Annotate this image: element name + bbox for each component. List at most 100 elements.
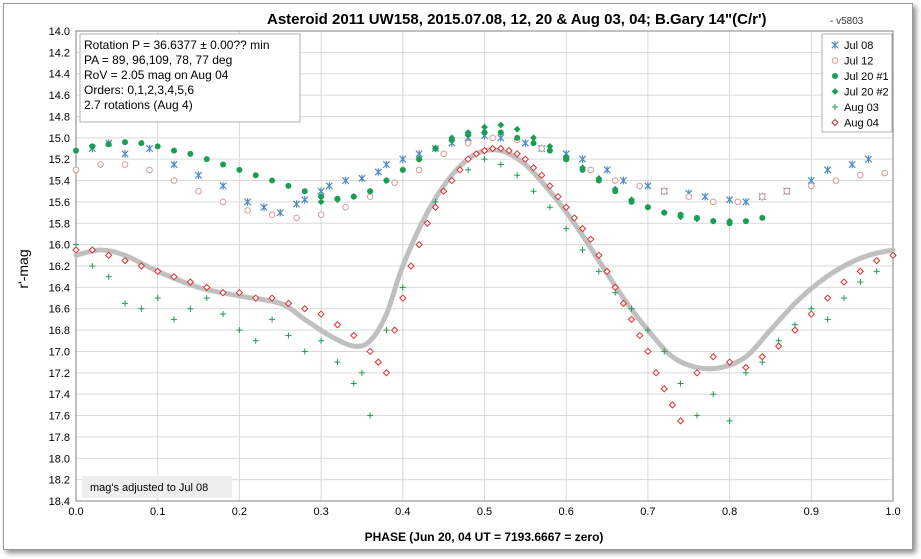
data-point [431, 203, 440, 211]
data-point [170, 272, 178, 281]
data-point [758, 193, 766, 200]
data-point [824, 166, 832, 174]
x-tick-label: 0.0 [68, 506, 83, 518]
y-tick-label: 14.2 [49, 47, 70, 59]
data-point [399, 294, 407, 302]
data-point [677, 213, 684, 221]
x-tick-label: 0.6 [559, 506, 574, 518]
data-point [187, 305, 194, 312]
data-point [856, 267, 865, 276]
data-point [382, 369, 391, 377]
data-point [742, 363, 750, 372]
data-point [489, 134, 496, 142]
series-jul-20-1 [73, 129, 766, 227]
info-box-frame [79, 33, 301, 123]
data-point [235, 288, 244, 297]
data-point [578, 224, 587, 233]
legend-frame [821, 33, 893, 133]
data-point [709, 217, 717, 225]
data-point [301, 305, 309, 313]
data-point [823, 294, 832, 302]
data-point [530, 134, 537, 142]
data-point [105, 273, 112, 280]
data-point [464, 139, 472, 147]
data-point [399, 155, 407, 163]
x-tick-label: 1.0 [885, 506, 900, 518]
y-tick-label: 17.0 [49, 346, 70, 358]
data-point [701, 192, 709, 201]
data-point [252, 294, 260, 302]
data-point [578, 155, 587, 163]
data-point [881, 169, 889, 177]
data-point [563, 225, 570, 232]
data-point [611, 177, 619, 184]
data-point [104, 251, 113, 260]
data-point [138, 305, 145, 312]
data-point [840, 295, 847, 302]
data-point [318, 337, 325, 344]
data-point [513, 125, 521, 133]
y-tick-label: 16.2 [49, 261, 70, 273]
data-point [677, 380, 684, 387]
y-axis-label: r'-mag [15, 249, 31, 288]
data-point [448, 176, 456, 185]
data-point [383, 327, 390, 334]
data-point [644, 347, 652, 356]
data-point [334, 359, 341, 366]
data-point [693, 412, 700, 419]
info-line-rotations: 2.7 rotations (Aug 4) [84, 98, 193, 112]
data-point [725, 358, 734, 366]
data-point [873, 268, 880, 275]
data-point [121, 161, 129, 168]
data-point [285, 182, 292, 189]
y-tick-label: 16.0 [49, 240, 70, 252]
data-point [293, 214, 300, 222]
data-point [726, 417, 733, 424]
data-point [774, 342, 783, 350]
data-point [252, 337, 259, 344]
chart-title: Asteroid 2011 UW158, 2015.07.08, 12, 20 … [267, 11, 767, 28]
y-tick-label: 15.2 [49, 154, 70, 166]
series-aug-04 [72, 144, 897, 425]
data-point [145, 144, 154, 153]
data-point [317, 211, 325, 219]
data-point [317, 310, 325, 318]
data-point [628, 196, 635, 204]
x-tick-label: 0.2 [232, 506, 247, 518]
data-point [399, 284, 406, 291]
data-point [97, 161, 104, 168]
data-point [579, 164, 586, 172]
y-tick-label: 17.2 [49, 368, 70, 380]
data-point [171, 147, 178, 154]
data-point [889, 251, 897, 260]
data-point [864, 155, 873, 163]
note-box: mag's adjusted to Jul 08 [82, 476, 232, 498]
series-jul-20-2 [317, 121, 733, 225]
data-point [325, 182, 333, 190]
data-point [832, 177, 840, 184]
legend-marker [832, 104, 838, 110]
y-tick-label: 16.6 [49, 304, 70, 316]
data-point [342, 203, 349, 211]
y-tick-label: 14.4 [49, 69, 70, 81]
data-point [276, 208, 284, 217]
data-point [260, 203, 268, 212]
data-point [415, 240, 423, 249]
data-point [488, 144, 497, 153]
info-line-orders: Orders: 0,1,2,3,4,5,6 [84, 83, 194, 97]
data-point [439, 187, 448, 195]
data-point [480, 146, 489, 155]
data-point [636, 182, 644, 190]
data-point [710, 391, 717, 398]
data-point [661, 348, 668, 355]
data-point [269, 177, 276, 184]
data-point [440, 150, 447, 158]
data-point [546, 204, 553, 211]
data-points [72, 121, 897, 425]
data-point [693, 215, 701, 223]
data-point [219, 288, 227, 297]
data-point [668, 401, 677, 409]
data-point [514, 172, 521, 179]
y-tick-label: 17.6 [49, 411, 70, 423]
data-point [138, 140, 145, 147]
